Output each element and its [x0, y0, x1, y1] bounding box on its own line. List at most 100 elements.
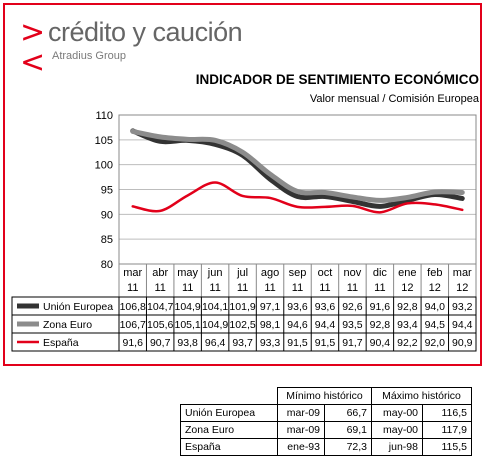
x-tick-label: ago: [261, 267, 279, 279]
data-table-value: 98,1: [260, 319, 281, 331]
data-table-value: 101,9: [229, 301, 255, 313]
x-tick-label: 11: [319, 282, 330, 294]
legend-label: España: [43, 337, 79, 349]
x-tick-label: feb: [427, 267, 442, 279]
data-table-value: 93,5: [342, 319, 363, 331]
x-tick-label: mar: [123, 267, 142, 279]
data-table-value: 93,3: [260, 337, 281, 349]
max-value: 116,5: [422, 404, 472, 422]
x-tick-label: 11: [347, 282, 358, 294]
data-table-value: 92,8: [397, 301, 418, 313]
max-value: 117,9: [422, 421, 472, 439]
data-table-value: 94,0: [425, 301, 446, 313]
max-date: may-00: [371, 404, 423, 422]
x-tick-label: oct: [318, 267, 333, 279]
data-table-value: 102,5: [229, 319, 255, 331]
x-tick-label: ene: [398, 267, 416, 279]
series-line: [131, 181, 464, 214]
x-tick-label: 11: [154, 282, 165, 294]
data-table-value: 94,6: [287, 319, 308, 331]
data-table-value: 94,4: [315, 319, 336, 331]
data-table-value: 90,9: [452, 337, 473, 349]
y-tick-label: 95: [101, 185, 113, 197]
data-table-value: 91,6: [123, 337, 144, 349]
data-table-value: 104,1: [202, 301, 228, 313]
x-tick-label: 12: [429, 282, 441, 294]
data-table-value: 93,8: [177, 337, 198, 349]
data-table-value: 105,6: [147, 319, 173, 331]
data-table-value: 91,7: [342, 337, 363, 349]
logo-arrow-icon: ><: [20, 15, 46, 80]
chart-subtitle: Valor mensual / Comisión Europea: [309, 93, 479, 105]
y-tick-label: 100: [95, 160, 113, 172]
x-tick-label: 12: [401, 282, 413, 294]
data-table-value: 104,9: [202, 319, 228, 331]
y-tick-label: 85: [101, 234, 113, 246]
x-tick-label: 11: [292, 282, 303, 294]
x-tick-label: 11: [237, 282, 248, 294]
min-date: mar-09: [277, 404, 325, 422]
y-tick-label: 80: [101, 259, 113, 271]
data-table-value: 106,8: [120, 301, 146, 313]
min-value: 66,7: [324, 404, 372, 422]
data-table-value: 93,2: [452, 301, 473, 313]
x-tick-label: 11: [209, 282, 220, 294]
historic-row: España ene-93 72,3 jun-98 115,5: [180, 438, 472, 456]
data-table-value: 93,6: [315, 301, 336, 313]
y-tick-label: 90: [101, 209, 113, 221]
data-table-value: 93,4: [397, 319, 418, 331]
min-value: 72,3: [324, 438, 372, 456]
x-tick-label: abr: [152, 267, 168, 279]
x-tick-label: dic: [373, 267, 388, 279]
max-header: Máximo histórico: [371, 387, 472, 405]
legend-label: Zona Euro: [43, 319, 92, 331]
historic-name: Zona Euro: [180, 421, 278, 439]
historic-row: Zona Euro mar-09 69,1 may-00 117,9: [180, 421, 472, 439]
min-date: ene-93: [277, 438, 325, 456]
x-tick-label: 11: [127, 282, 138, 294]
brand-name: crédito y caución: [48, 17, 243, 47]
x-tick-label: 11: [182, 282, 193, 294]
data-table-value: 94,5: [425, 319, 446, 331]
line-chart: 80 85 90 95 100 105 110 mar 11 abr 11 may 11 jun 11 jul…: [11, 110, 477, 352]
historic-name: España: [180, 438, 278, 456]
series-line: [130, 128, 465, 203]
x-tick-label: 11: [374, 282, 385, 294]
data-table-value: 92,8: [370, 319, 391, 331]
x-tick-label: 12: [456, 282, 468, 294]
y-tick-label: 105: [95, 135, 113, 147]
data-table-value: 96,4: [205, 337, 226, 349]
data-table-value: 93,7: [232, 337, 253, 349]
data-table-value: 104,9: [175, 301, 201, 313]
max-value: 115,5: [422, 438, 472, 456]
data-table-value: 91,5: [315, 337, 336, 349]
min-date: mar-09: [277, 421, 325, 439]
x-tick-label: 11: [264, 282, 275, 294]
data-table-value: 91,5: [287, 337, 308, 349]
data-table-value: 93,6: [287, 301, 308, 313]
data-table-value: 105,1: [175, 319, 201, 331]
data-table-value: 97,1: [260, 301, 281, 313]
data-table-value: 92,6: [342, 301, 363, 313]
min-value: 69,1: [324, 421, 372, 439]
data-table-value: 90,7: [150, 337, 171, 349]
legend-label: Unión Europea: [43, 301, 113, 313]
data-table-value: 92,0: [425, 337, 446, 349]
chart-title: INDICADOR DE SENTIMIENTO ECONÓMICO: [195, 72, 479, 87]
x-tick-label: jul: [236, 267, 248, 279]
data-table-value: 90,4: [370, 337, 391, 349]
x-tick-label: mar: [453, 267, 472, 279]
data-table-value: 94,4: [452, 319, 473, 331]
max-date: jun-98: [371, 438, 423, 456]
data-table-value: 92,2: [397, 337, 418, 349]
historic-name: Unión Europea: [180, 404, 278, 422]
x-tick-label: jun: [207, 267, 223, 279]
x-tick-label: nov: [344, 267, 362, 279]
x-tick-label: may: [177, 267, 198, 279]
data-table-value: 106,7: [120, 319, 146, 331]
historic-row: Unión Europea mar-09 66,7 may-00 116,5: [180, 404, 472, 422]
historic-table: Mínimo histórico Máximo histórico Unión …: [180, 387, 472, 456]
data-table-value: 104,7: [147, 301, 173, 313]
y-tick-label: 110: [95, 110, 113, 122]
x-tick-label: sep: [289, 267, 307, 279]
